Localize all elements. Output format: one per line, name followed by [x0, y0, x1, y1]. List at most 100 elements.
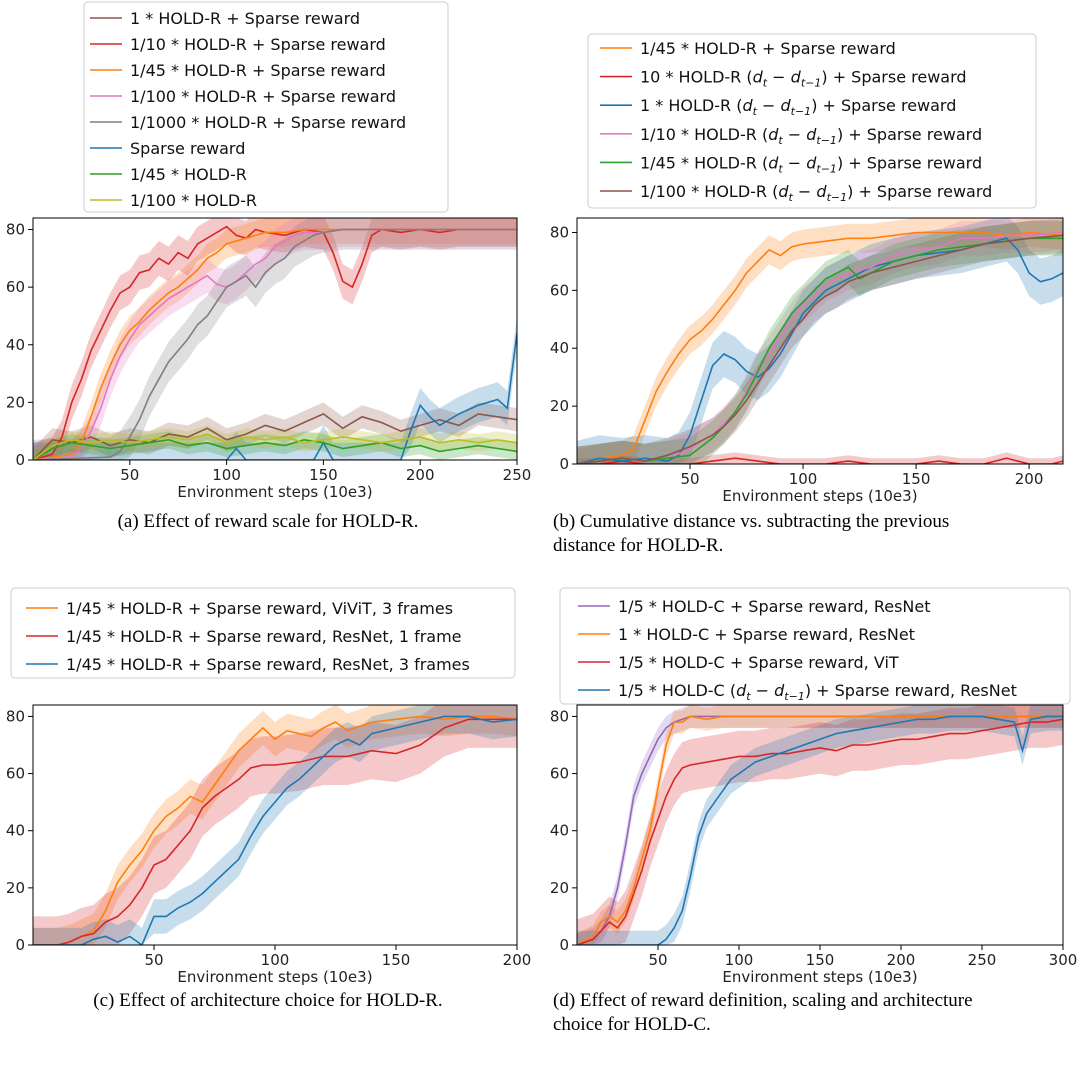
- chart-1: 50 100 150 200 250 0 20 40 60 80 Environment steps…: [6, 1, 532, 532]
- series-line-3: [577, 718, 1063, 945]
- plot-area: [577, 218, 1063, 464]
- series-band-2: [33, 218, 517, 460]
- series-band-4: [577, 218, 1063, 464]
- x-tick-label: 50: [680, 470, 699, 488]
- legend: 1/45 * HOLD-R + Sparse reward, ViViT, 3 …: [10, 587, 516, 679]
- series-line-3: [577, 237, 1063, 464]
- legend-entry: 1/45 * HOLD-R: [130, 165, 247, 184]
- chart-3: 50 100 150 200 0 20 40 60 80 Environment steps (1…: [6, 587, 532, 1011]
- legend-entry: 1/45 * HOLD-R + Sparse reward, ViViT, 3 …: [66, 599, 453, 618]
- x-tick-label: 150: [382, 951, 411, 969]
- x-tick-label: 50: [648, 951, 667, 969]
- y-tick-label: 40: [6, 336, 25, 354]
- series-line-5: [577, 237, 1063, 464]
- legend: 1 * HOLD-R + Sparse reward 1/10 * HOLD-R …: [83, 1, 449, 213]
- series-band-3: [577, 218, 1063, 464]
- series-band-1: [33, 402, 517, 460]
- series-band-1: [33, 705, 517, 945]
- legend-entry: 1 * HOLD-R (dt − dt−1) + Sparse reward: [640, 96, 956, 118]
- caption: distance for HOLD-R.: [553, 535, 723, 556]
- y-tick-label: 60: [550, 765, 569, 783]
- x-tick-label: 50: [144, 951, 163, 969]
- legend-entry: 1/100 * HOLD-R (dt − dt−1) + Sparse rewa…: [640, 182, 992, 204]
- y-tick-label: 80: [6, 707, 25, 725]
- legend-entry: 1 * HOLD-C + Sparse reward, ResNet: [618, 625, 915, 644]
- legend-entry: 1/45 * HOLD-R + Sparse reward: [640, 39, 896, 58]
- y-tick-label: 20: [550, 879, 569, 897]
- y-tick-label: 60: [6, 765, 25, 783]
- y-tick-label: 0: [559, 455, 569, 473]
- y-tick-label: 80: [6, 221, 25, 239]
- series-line-8: [33, 433, 517, 460]
- legend-entry: Sparse reward: [130, 139, 245, 158]
- legend: 1/45 * HOLD-R + Sparse reward 10 * HOLD-R…: [587, 33, 1037, 209]
- plot-area: [33, 705, 517, 945]
- x-axis-label: Environment steps (10e3): [177, 483, 372, 501]
- x-tick-label: 300: [1049, 951, 1078, 969]
- legend-entry: 1/10 * HOLD-R (dt − dt−1) + Sparse rewar…: [640, 125, 982, 147]
- y-tick-label: 40: [550, 822, 569, 840]
- caption: (b) Cumulative distance vs. subtracting …: [553, 511, 949, 532]
- series-line-1: [33, 715, 517, 945]
- legend-entry: 1/5 * HOLD-C (dt − dt−1) + Sparse reward…: [618, 681, 1017, 703]
- legend-entry: 1/45 * HOLD-R + Sparse reward, ResNet, 1…: [66, 627, 462, 646]
- x-tick-label: 250: [968, 951, 997, 969]
- legend-entry: 1/100 * HOLD-R: [130, 191, 257, 210]
- series-band-2: [577, 705, 1063, 945]
- y-tick-label: 40: [550, 339, 569, 357]
- legend: 1/5 * HOLD-C + Sparse reward, ResNet 1 * …: [559, 587, 1071, 705]
- series-line-5: [33, 228, 517, 460]
- series-line-2: [33, 225, 517, 460]
- y-tick-label: 0: [15, 936, 25, 954]
- legend-box: [559, 587, 1071, 705]
- series-line-6: [577, 234, 1063, 464]
- y-tick-label: 60: [6, 278, 25, 296]
- x-tick-label: 100: [725, 951, 754, 969]
- x-tick-label: 100: [261, 951, 290, 969]
- y-tick-label: 40: [6, 822, 25, 840]
- series-band-6: [33, 316, 517, 460]
- legend-entry: 1/100 * HOLD-R + Sparse reward: [130, 87, 396, 106]
- legend-entry: 1/10 * HOLD-R + Sparse reward: [130, 35, 386, 54]
- legend-entry: 1/45 * HOLD-R + Sparse reward: [130, 61, 386, 80]
- series-line-2: [577, 715, 1063, 945]
- caption: (c) Effect of architecture choice for HO…: [93, 990, 442, 1011]
- series-band-8: [33, 425, 517, 460]
- x-axis-label: Environment steps (10e3): [177, 968, 372, 986]
- chart-4: 50 100 150 200 250 300 0 20 40 60 80 Environment st…: [550, 587, 1078, 1035]
- x-tick-label: 250: [503, 466, 532, 484]
- caption: (d) Effect of reward definition, scaling…: [553, 990, 973, 1011]
- series-band-3: [577, 705, 1063, 945]
- x-tick-label: 100: [789, 470, 818, 488]
- series-line-3: [33, 228, 517, 460]
- series-line-4: [577, 231, 1063, 464]
- x-axis-label: Environment steps (10e3): [722, 968, 917, 986]
- x-tick-label: 150: [806, 951, 835, 969]
- x-tick-label: 200: [503, 951, 532, 969]
- legend-box: [587, 33, 1037, 209]
- legend-entry: 1/5 * HOLD-C + Sparse reward, ViT: [618, 653, 899, 672]
- series-line-1: [577, 231, 1063, 464]
- series-band-5: [33, 218, 517, 460]
- y-tick-label: 20: [6, 879, 25, 897]
- series-line-4: [577, 715, 1063, 945]
- y-tick-label: 0: [15, 451, 25, 469]
- legend-box: [10, 587, 516, 679]
- x-tick-label: 100: [212, 466, 241, 484]
- series-line-2: [33, 718, 517, 945]
- y-tick-label: 80: [550, 707, 569, 725]
- series-band-3: [33, 705, 517, 945]
- legend-box: [83, 1, 449, 213]
- plot-frame: [576, 217, 1064, 465]
- x-axis-label: Environment steps (10e3): [722, 487, 917, 505]
- x-tick-label: 150: [902, 470, 931, 488]
- caption: choice for HOLD-C.: [553, 1014, 711, 1035]
- x-tick-label: 200: [887, 951, 916, 969]
- plot-frame: [32, 217, 518, 461]
- y-tick-label: 0: [559, 936, 569, 954]
- series-band-6: [577, 218, 1063, 464]
- y-tick-label: 80: [550, 223, 569, 241]
- chart-2: 50 100 150 200 0 20 40 60 80 Environment steps (1…: [550, 33, 1064, 556]
- y-tick-label: 20: [550, 397, 569, 415]
